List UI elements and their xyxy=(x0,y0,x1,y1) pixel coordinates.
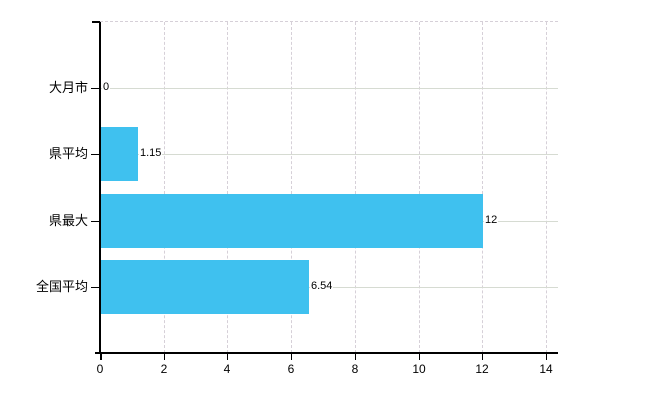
category-label: 全国平均 xyxy=(35,279,88,294)
bar xyxy=(101,194,483,248)
x-tick-label: 8 xyxy=(351,362,359,376)
bar xyxy=(101,127,138,181)
h-gridline xyxy=(100,88,558,89)
x-axis-line xyxy=(95,352,558,354)
x-tick-mark xyxy=(100,354,102,360)
y-tick-mark xyxy=(91,88,100,89)
v-gridline xyxy=(291,22,292,353)
y-axis-line xyxy=(99,22,101,353)
value-label: 12 xyxy=(484,214,499,227)
x-tick-mark xyxy=(164,354,165,360)
x-tick-label: 4 xyxy=(223,362,231,376)
x-tick-label: 6 xyxy=(287,362,295,376)
x-tick-label: 14 xyxy=(539,362,553,376)
y-tick-mark xyxy=(91,221,100,222)
x-tick-mark xyxy=(227,354,228,360)
x-tick-mark xyxy=(546,354,547,360)
x-tick-label: 12 xyxy=(475,362,489,376)
x-tick-label: 2 xyxy=(160,362,168,376)
x-tick-label: 10 xyxy=(412,362,426,376)
category-label: 県最大 xyxy=(48,213,88,228)
x-tick-label: 0 xyxy=(96,362,104,376)
value-label: 6.54 xyxy=(310,280,334,293)
x-tick-mark xyxy=(482,354,483,360)
y-axis-top-cap xyxy=(92,21,100,23)
value-label: 1.15 xyxy=(139,147,163,160)
v-gridline xyxy=(482,22,483,353)
category-label: 大月市 xyxy=(48,80,88,95)
y-tick-mark xyxy=(91,154,100,155)
category-label: 県平均 xyxy=(48,146,88,161)
v-gridline xyxy=(355,22,356,353)
v-gridline xyxy=(164,22,165,353)
y-tick-mark xyxy=(91,287,100,288)
v-gridline xyxy=(419,22,420,353)
x-tick-mark xyxy=(419,354,420,360)
value-label: 0 xyxy=(102,81,111,94)
h-gridline xyxy=(100,154,558,155)
plot-top-border xyxy=(100,21,558,22)
v-gridline xyxy=(227,22,228,353)
x-tick-mark xyxy=(291,354,292,360)
bar xyxy=(101,260,309,314)
v-gridline xyxy=(546,22,547,353)
x-tick-mark xyxy=(355,354,356,360)
